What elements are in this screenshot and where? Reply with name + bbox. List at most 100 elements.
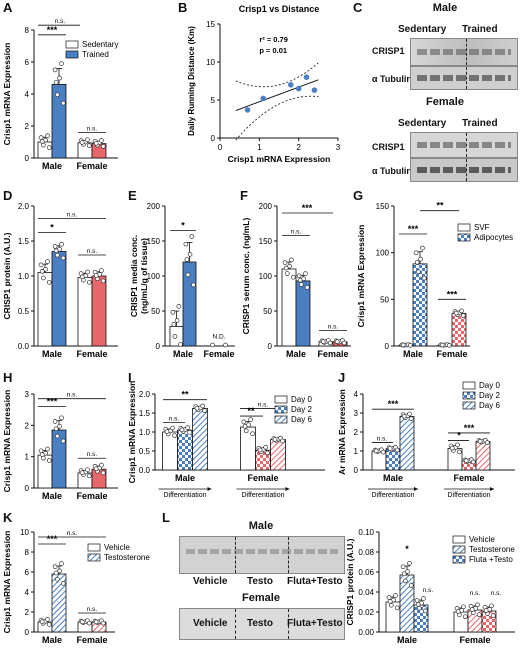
legend-label: Testosterone [469, 545, 515, 554]
data-point [244, 107, 251, 113]
data-point [57, 75, 62, 81]
y-tick-label: 100 [376, 249, 390, 258]
data-point [53, 248, 59, 254]
significance-label: *** [47, 397, 58, 407]
y-tick-label: 1 [354, 447, 359, 456]
bar [270, 439, 286, 471]
y-axis-label: Crisp1 mRNA Expression [127, 381, 137, 484]
data-point [490, 613, 496, 619]
y-tick-label: 0.06 [358, 568, 374, 577]
data-point [40, 142, 46, 148]
data-point [469, 607, 475, 612]
significance-label: n.s. [67, 392, 78, 399]
data-point [415, 269, 421, 275]
y-tick-label: 0.10 [358, 528, 374, 537]
data-point [172, 334, 178, 339]
data-point [414, 259, 420, 265]
x-sublabel: Differentiation [241, 492, 284, 499]
legend-label: Day 6 [479, 401, 500, 410]
x-tick-label: Female [247, 473, 278, 483]
data-point [187, 252, 193, 257]
y-tick-label: 3 [25, 390, 30, 399]
significance-label: n.s. [87, 606, 98, 613]
data-point [86, 473, 92, 479]
data-point [46, 621, 52, 627]
panel-label-k: K [3, 510, 13, 525]
data-point [407, 411, 412, 417]
bar [177, 429, 193, 471]
p-value-label: p = 0.01 [259, 46, 287, 55]
data-point [298, 282, 304, 287]
y-tick-label: 0.0 [18, 342, 30, 351]
blot-c-female-crisp1-label: CRISP1 [372, 142, 405, 152]
data-point [297, 277, 303, 283]
x-tick-label: 2 [296, 143, 301, 152]
blot-c-female-tubulin-label: α Tubulin [372, 166, 412, 176]
y-tick-label: 50 [263, 307, 272, 316]
significance-label: ** [247, 406, 255, 416]
blot-l-male-strip [179, 536, 345, 574]
significance-label: ** [181, 390, 189, 400]
data-point [52, 244, 58, 249]
data-point [327, 340, 333, 346]
data-point [387, 598, 393, 604]
y-axis-label: CRISP1 protein (A.U.) [2, 232, 12, 319]
bar [77, 277, 93, 347]
data-point [223, 342, 228, 348]
significance-label: *** [302, 203, 313, 213]
data-point [59, 561, 64, 566]
data-point [289, 257, 294, 263]
legend-label: Vehicle [104, 543, 130, 552]
y-tick-label: 0.04 [358, 588, 374, 597]
chart-j: 0 1 2 3 4 Ar mRNA Expression Male Differentiati… [337, 381, 515, 499]
data-point [46, 145, 52, 150]
blot-c-male-trained: Trained [462, 24, 498, 35]
data-point [178, 342, 183, 347]
data-point [85, 467, 90, 473]
y-tick-label: 0.08 [358, 548, 374, 557]
data-point [40, 275, 46, 281]
x-tick-label: Male [175, 473, 195, 483]
y-tick-label: 50 [380, 295, 389, 304]
data-point [60, 581, 66, 586]
legend-label: Day 2 [479, 391, 500, 400]
legend-label: Day 2 [291, 405, 312, 414]
data-point [421, 275, 427, 281]
chart-a: 0 2 4 6 8 Crisp1 mRNA Expression Male Female ***… [2, 18, 118, 171]
data-point [46, 279, 52, 285]
data-point [187, 429, 192, 435]
panel-label-i: I [128, 370, 132, 385]
significance-label: n.s. [67, 212, 78, 219]
data-point [320, 339, 326, 345]
y-axis-label: CRISP1 serum conc. (ng/mL) [241, 218, 251, 335]
data-point [288, 82, 294, 88]
y-tick-label: 4 [25, 588, 30, 597]
data-point [341, 340, 347, 346]
data-point [290, 274, 296, 280]
x-tick-label: Male [397, 635, 417, 645]
data-point [39, 269, 45, 274]
legend-label: Day 6 [291, 415, 312, 424]
data-point [283, 265, 289, 271]
data-point [85, 269, 90, 275]
legend-label: SVF [474, 223, 490, 232]
y-tick-label: 150 [259, 237, 273, 246]
y-tick-label: 2 [354, 428, 359, 437]
x-tick-label: Female [436, 349, 467, 359]
x-tick-label: 1 [257, 143, 262, 152]
data-point [100, 278, 106, 284]
data-point [394, 605, 400, 611]
data-point [272, 437, 278, 442]
y-tick-label: 1.0 [139, 428, 151, 437]
legend-swatch [65, 40, 79, 49]
significance-label: n.s. [55, 18, 66, 25]
data-point [400, 342, 406, 348]
data-point [86, 620, 92, 626]
data-point [311, 87, 318, 93]
y-tick-label: 0.00 [358, 628, 374, 637]
legend-swatch [274, 405, 288, 414]
significance-label: *** [47, 534, 58, 544]
data-point [100, 144, 106, 149]
data-point [408, 416, 414, 421]
